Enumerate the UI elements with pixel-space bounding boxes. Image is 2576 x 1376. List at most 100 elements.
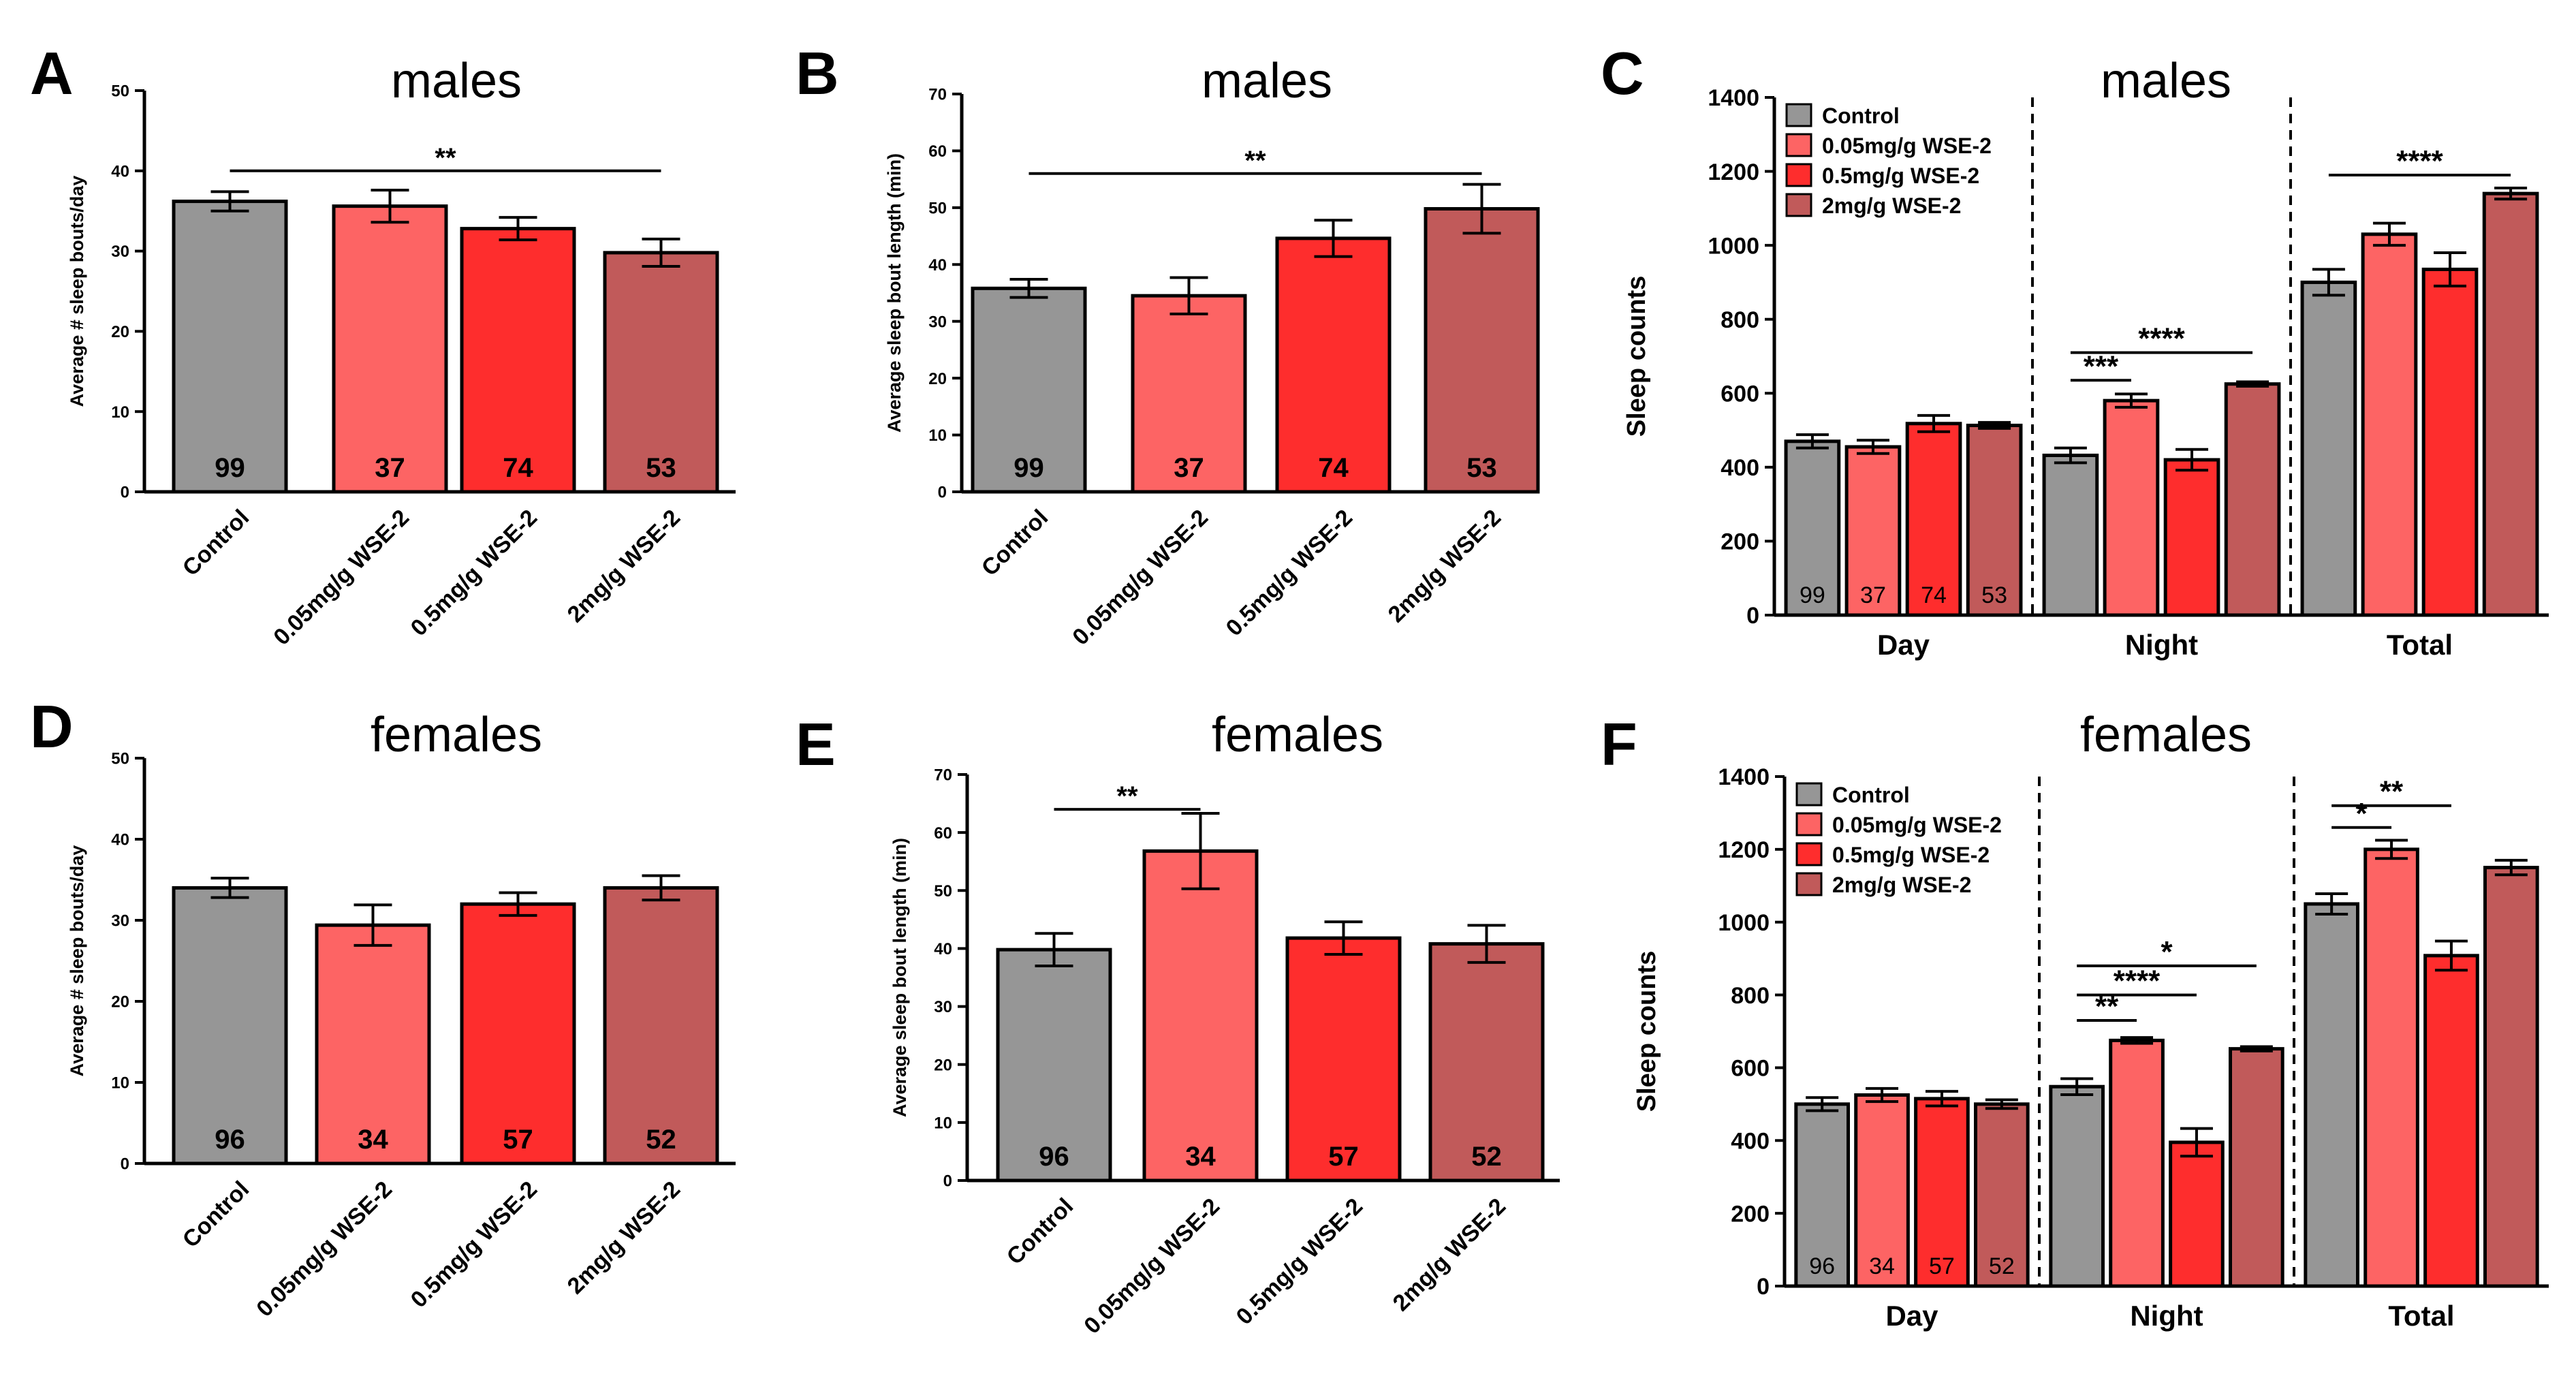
n-label: 57 bbox=[1328, 1142, 1359, 1172]
n-label: 34 bbox=[1185, 1142, 1216, 1172]
bar-night-4 bbox=[2229, 1047, 2284, 1288]
bar-total-1 bbox=[2304, 902, 2360, 1288]
y-tick-label: 0 bbox=[1757, 1274, 1770, 1300]
n-label: 74 bbox=[1921, 582, 1947, 608]
group-label: Day bbox=[1885, 1300, 1938, 1332]
n-label: 74 bbox=[503, 453, 533, 483]
y-tick-label: 10 bbox=[111, 403, 129, 422]
n-label: 34 bbox=[1869, 1253, 1895, 1279]
y-tick-label: 50 bbox=[111, 750, 129, 768]
bar-total-3 bbox=[2421, 267, 2479, 617]
legend-label: Control bbox=[1822, 104, 1900, 128]
y-axis-label: Average # sleep bouts/day bbox=[67, 176, 87, 407]
n-label: 53 bbox=[1981, 582, 2007, 608]
y-tick-label: 60 bbox=[934, 824, 952, 843]
bar-total-4 bbox=[2483, 866, 2539, 1288]
y-tick-label: 70 bbox=[934, 766, 952, 785]
legend-swatch bbox=[1795, 812, 1823, 836]
legend-label: 0.05mg/g WSE-2 bbox=[1832, 813, 2002, 837]
bar-total-4 bbox=[2482, 191, 2539, 617]
y-tick-label: 20 bbox=[111, 993, 129, 1012]
n-label: 37 bbox=[375, 453, 405, 483]
group-label: Day bbox=[1877, 629, 1930, 661]
y-tick-label: 10 bbox=[111, 1074, 129, 1093]
panel-title: males bbox=[1201, 54, 1332, 108]
bar-day-3 bbox=[1905, 422, 1962, 617]
panel-title: females bbox=[371, 708, 542, 762]
bar-night-4 bbox=[2224, 382, 2281, 617]
n-label: 37 bbox=[1860, 582, 1886, 608]
n-label: 96 bbox=[1809, 1253, 1835, 1279]
legend-swatch bbox=[1795, 842, 1823, 866]
bar-total-2 bbox=[2361, 232, 2418, 617]
y-tick-label: 50 bbox=[934, 882, 952, 901]
significance-label: **** bbox=[2138, 322, 2185, 356]
y-tick-label: 1000 bbox=[1718, 910, 1770, 936]
panel-letter: B bbox=[796, 40, 839, 107]
legend-label: 2mg/g WSE-2 bbox=[1822, 193, 1961, 218]
n-label: 52 bbox=[1989, 1253, 2015, 1279]
category-label: Control bbox=[178, 505, 254, 581]
y-tick-label: 30 bbox=[928, 313, 947, 331]
category-label: 0.5mg/g WSE-2 bbox=[1231, 1193, 1368, 1330]
significance-label: * bbox=[2161, 935, 2173, 969]
category-label: 2mg/g WSE-2 bbox=[563, 505, 685, 627]
legend-label: 0.5mg/g WSE-2 bbox=[1822, 163, 1979, 188]
category-label: 0.05mg/g WSE-2 bbox=[268, 505, 414, 651]
n-label: 96 bbox=[215, 1125, 245, 1155]
y-tick-label: 20 bbox=[928, 370, 947, 388]
legend-label: 0.5mg/g WSE-2 bbox=[1832, 843, 1990, 867]
bar-2 bbox=[315, 923, 431, 1166]
group-label: Total bbox=[2387, 629, 2453, 661]
y-tick-label: 800 bbox=[1721, 307, 1759, 333]
bar-total-2 bbox=[2363, 847, 2419, 1288]
y-tick-label: 30 bbox=[111, 912, 129, 931]
bar-total-3 bbox=[2423, 954, 2479, 1288]
panel-title: females bbox=[2080, 708, 2252, 762]
n-label: 96 bbox=[1039, 1142, 1069, 1172]
category-label: 0.05mg/g WSE-2 bbox=[1079, 1193, 1225, 1339]
panel-letter: A bbox=[30, 40, 74, 107]
y-tick-label: 30 bbox=[934, 998, 952, 1016]
significance-label: **** bbox=[2396, 144, 2443, 178]
panel-letter: E bbox=[796, 710, 836, 778]
legend: Control 0.05mg/g WSE-2 0.5mg/g WSE-2 2mg/g … bbox=[1795, 782, 2002, 897]
y-axis-label: Average sleep bout length (min) bbox=[884, 153, 905, 433]
y-tick-label: 200 bbox=[1731, 1201, 1770, 1227]
category-label: 2mg/g WSE-2 bbox=[1388, 1193, 1511, 1316]
panel-letter: F bbox=[1601, 710, 1637, 778]
bar-3 bbox=[1275, 236, 1392, 494]
n-label: 99 bbox=[1800, 582, 1825, 608]
y-axis-label: Sleep counts bbox=[1622, 276, 1651, 437]
y-tick-label: 0 bbox=[121, 484, 129, 502]
y-tick-label: 10 bbox=[934, 1114, 952, 1132]
category-label: 2mg/g WSE-2 bbox=[563, 1176, 685, 1299]
bar-2 bbox=[1142, 849, 1259, 1183]
significance-label: **** bbox=[2114, 965, 2161, 998]
panel-letter: D bbox=[30, 693, 74, 760]
legend: Control 0.05mg/g WSE-2 0.5mg/g WSE-2 2mg/g … bbox=[1785, 103, 1992, 218]
legend-swatch bbox=[1785, 103, 1812, 127]
bar-4 bbox=[603, 251, 719, 494]
n-label: 52 bbox=[646, 1125, 676, 1155]
bar-night-3 bbox=[2169, 1140, 2225, 1288]
bar-4 bbox=[603, 886, 719, 1166]
y-tick-label: 40 bbox=[111, 162, 129, 181]
bar-4 bbox=[1428, 942, 1545, 1183]
y-tick-label: 20 bbox=[111, 323, 129, 341]
bar-total-1 bbox=[2300, 280, 2357, 617]
y-tick-label: 50 bbox=[928, 199, 947, 217]
y-tick-label: 0 bbox=[943, 1172, 952, 1191]
category-label: 0.5mg/g WSE-2 bbox=[406, 505, 543, 642]
bar-3 bbox=[1285, 936, 1402, 1183]
y-tick-label: 1000 bbox=[1708, 233, 1759, 259]
y-tick-label: 50 bbox=[111, 82, 129, 101]
y-tick-label: 200 bbox=[1721, 529, 1759, 555]
panel-title: females bbox=[1212, 708, 1383, 762]
